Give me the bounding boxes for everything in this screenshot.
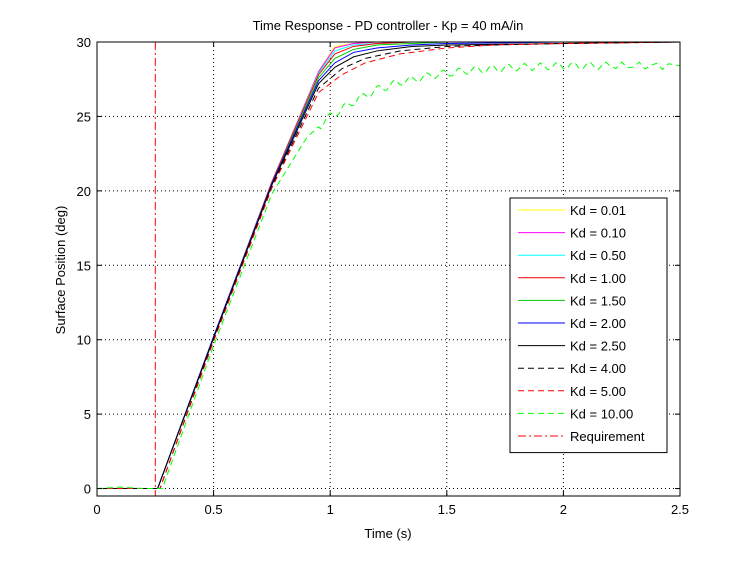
x-tick-label: 2 xyxy=(560,502,567,517)
y-tick-label: 30 xyxy=(77,35,91,50)
legend-label: Kd = 1.50 xyxy=(570,293,626,308)
chart-title: Time Response - PD controller - Kp = 40 … xyxy=(253,18,524,33)
x-axis-label: Time (s) xyxy=(364,526,411,541)
ticks: 0 0.5 1 1.5 2 2.5 0 5 10 15 20 25 30 xyxy=(77,35,690,517)
x-tick-label: 0 xyxy=(93,502,100,517)
x-tick-label: 1.5 xyxy=(438,502,456,517)
legend-label: Requirement xyxy=(570,429,645,444)
y-tick-label: 5 xyxy=(84,407,91,422)
legend-label: Kd = 0.50 xyxy=(570,248,626,263)
y-tick-label: 10 xyxy=(77,333,91,348)
legend-label: Kd = 5.00 xyxy=(570,384,626,399)
legend-label: Kd = 0.10 xyxy=(570,226,626,241)
legend-label: Kd = 0.01 xyxy=(570,203,626,218)
x-tick-label: 1 xyxy=(327,502,334,517)
legend-label: Kd = 10.00 xyxy=(570,406,633,421)
legend-label: Kd = 1.00 xyxy=(570,271,626,286)
series-line-7 xyxy=(97,41,681,490)
series-line-9 xyxy=(97,41,681,490)
y-tick-label: 25 xyxy=(77,109,91,124)
y-tick-label: 20 xyxy=(77,184,91,199)
legend-label: Kd = 2.50 xyxy=(570,339,626,354)
legend-box xyxy=(509,197,668,454)
legend-label: Kd = 2.00 xyxy=(570,316,626,331)
x-tick-label: 2.5 xyxy=(671,502,689,517)
x-tick-label: 0.5 xyxy=(205,502,223,517)
y-axis-label: Surface Position (deg) xyxy=(53,206,68,335)
series-line-10 xyxy=(96,61,681,490)
legend: Kd = 0.01 Kd = 0.10 Kd = 0.50 Kd = 1.00 Kd =… xyxy=(509,197,668,454)
legend-label: Kd = 4.00 xyxy=(570,361,626,376)
axes-box xyxy=(96,41,681,497)
series-lines xyxy=(96,41,681,496)
y-tick-label: 0 xyxy=(84,482,91,497)
y-tick-label: 15 xyxy=(77,258,91,273)
